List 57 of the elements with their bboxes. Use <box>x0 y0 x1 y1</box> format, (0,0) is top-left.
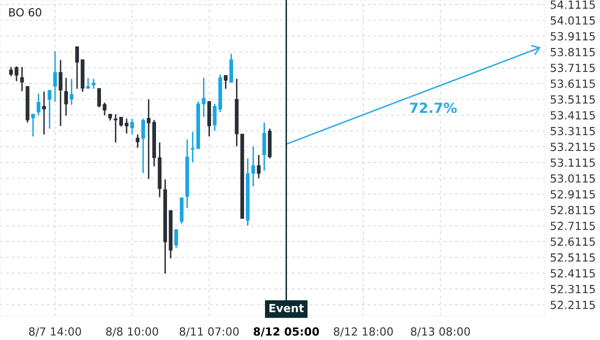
x-tick-label: 8/8 10:00 <box>106 327 158 337</box>
y-tick-label: 52.9115 <box>550 190 595 198</box>
candlestick <box>92 78 96 90</box>
x-tick-label: 8/13 08:00 <box>410 327 470 337</box>
y-tick-label: 53.1115 <box>550 158 595 167</box>
candlestick <box>136 134 140 148</box>
x-tick-label: 8/11 07:00 <box>180 327 239 337</box>
x-tick-label: 8/12 05:00 <box>254 327 319 337</box>
ref-line-label: Event <box>269 304 304 312</box>
candlestick <box>48 90 52 130</box>
annotation: 72.7% <box>410 102 457 114</box>
candlestick <box>190 131 195 163</box>
y-tick-label: 53.9115 <box>550 32 595 40</box>
y-tick-label: 53.4115 <box>550 111 595 120</box>
candlestick <box>174 228 178 248</box>
y-tick-label: 52.5115 <box>550 253 595 262</box>
y-tick-label: 53.3115 <box>550 126 595 136</box>
x-tick-label: 8/12 18:00 <box>334 327 393 337</box>
candlestick <box>256 154 261 179</box>
candlestick <box>146 98 150 180</box>
candlestick <box>202 77 206 118</box>
candlestick <box>119 116 123 128</box>
candlestick <box>224 74 228 90</box>
y-tick-label: 52.7115 <box>550 222 595 230</box>
candlestick <box>229 53 234 84</box>
candlestick <box>114 114 118 144</box>
y-tick-label: 53.2115 <box>550 142 595 152</box>
y-tick-label: 54.0115 <box>550 16 595 25</box>
candlestick <box>130 118 134 136</box>
candlestick <box>64 77 68 116</box>
candlestick <box>20 66 24 92</box>
y-tick-label: 53.0115 <box>550 174 595 183</box>
candlestick <box>53 50 57 102</box>
candlestick <box>180 197 184 224</box>
y-tick-label: 53.7115 <box>550 64 595 72</box>
candlestick <box>31 114 35 138</box>
candlestick <box>58 59 62 127</box>
y-tick-label: 53.8115 <box>550 48 595 56</box>
y-tick-label: 52.3115 <box>550 284 595 294</box>
y-tick-label: 53.6115 <box>550 79 595 88</box>
y-tick-label: 52.8115 <box>550 206 595 214</box>
candlestick <box>36 93 40 116</box>
candlestick <box>70 78 74 106</box>
text: BO 60 <box>9 8 42 16</box>
y-tick-label: 52.4115 <box>550 269 595 278</box>
candlestick <box>251 146 256 188</box>
y-tick-label: 52.2115 <box>550 300 595 310</box>
candlestick <box>141 118 145 174</box>
candlestick <box>262 122 266 172</box>
candlestick <box>124 118 128 134</box>
candlestick <box>42 90 46 136</box>
y-tick-label: 54.1115 <box>550 0 595 9</box>
candlestick <box>86 77 90 90</box>
y-tick-label: 52.6115 <box>550 237 595 246</box>
candlestick <box>212 103 217 132</box>
y-tick-label: 53.5115 <box>550 95 595 104</box>
x-tick-label: 8/7 14:00 <box>29 327 82 337</box>
